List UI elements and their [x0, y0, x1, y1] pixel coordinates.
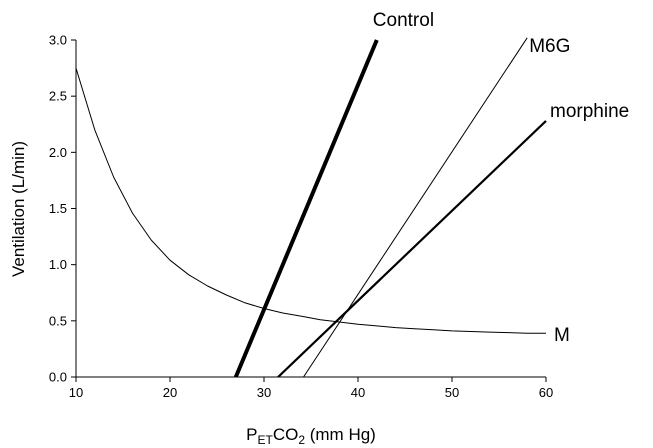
x-axis-title: PETCO2 (mm Hg) [246, 425, 376, 447]
x-tick-label: 10 [69, 385, 83, 400]
series-label-m: M [554, 325, 570, 346]
x-tick-label: 50 [445, 385, 459, 400]
x-tick-label: 60 [539, 385, 553, 400]
axes-layer: 10 20 30 40 50 60 0.0 0.5 1.0 1.5 2.0 2.5 3.0 [49, 33, 553, 401]
y-tick-label: 2.5 [49, 89, 67, 104]
x-tick-label: 20 [163, 385, 177, 400]
series-m-line [76, 67, 546, 334]
series-control-line [233, 39, 379, 377]
series-morphine-line [277, 120, 547, 377]
labels-layer: Control M6G morphine M [373, 10, 629, 346]
y-axis-title: Ventilation (L/min) [9, 141, 28, 277]
y-tick-label: 0.5 [49, 313, 67, 328]
series-m6g-line [303, 37, 528, 377]
y-tick-label: 1.5 [49, 201, 67, 216]
series-layer [76, 37, 547, 377]
series-label-morphine: morphine [550, 101, 629, 122]
y-tick-label: 3.0 [49, 33, 67, 48]
y-tick-label: 1.0 [49, 257, 67, 272]
y-tick-label: 0.0 [49, 370, 67, 385]
x-tick-label: 40 [351, 385, 365, 400]
series-label-m6g: M6G [529, 36, 570, 57]
x-tick-label: 30 [257, 385, 271, 400]
series-label-control: Control [373, 10, 434, 31]
y-tick-label: 2.0 [49, 145, 67, 160]
